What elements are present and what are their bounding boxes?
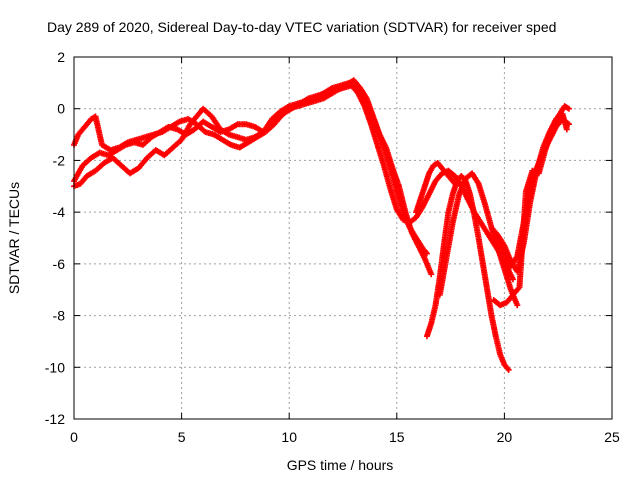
series-track-5 — [436, 170, 521, 309]
data-point — [514, 302, 521, 309]
y-axis-label: SDTVAR / TECUs — [6, 182, 22, 294]
y-tick-label: -12 — [45, 411, 65, 427]
y-tick-label: -10 — [45, 359, 65, 375]
y-tick-label: 2 — [57, 49, 65, 65]
data-point — [505, 366, 512, 373]
x-tick-label: 10 — [281, 429, 297, 445]
grid-lines — [74, 57, 612, 419]
x-tick-label: 25 — [604, 429, 620, 445]
x-tick-label: 0 — [70, 429, 78, 445]
y-tick-label: -2 — [53, 152, 66, 168]
series-track-6 — [413, 160, 458, 216]
x-axis-label: GPS time / hours — [287, 457, 394, 473]
y-tick-label: 0 — [57, 101, 65, 117]
series-track-9 — [488, 110, 570, 275]
chart-title: Day 289 of 2020, Sidereal Day-to-day VTE… — [47, 19, 556, 35]
x-tick-label: 5 — [178, 429, 186, 445]
series-track-3 — [71, 79, 517, 283]
series-track-1 — [71, 77, 435, 278]
data-point — [565, 105, 572, 112]
y-tick-label: -6 — [53, 256, 66, 272]
data-point — [451, 180, 458, 187]
plot-frame — [73, 56, 613, 420]
x-tick-label: 15 — [389, 429, 405, 445]
data-points — [71, 77, 572, 373]
data-point — [563, 126, 570, 133]
data-point — [428, 271, 435, 278]
y-tick-label: -8 — [53, 308, 66, 324]
y-tick-label: -4 — [53, 204, 66, 220]
data-point — [423, 250, 430, 257]
x-tick-label: 20 — [497, 429, 513, 445]
data-point — [510, 276, 517, 283]
